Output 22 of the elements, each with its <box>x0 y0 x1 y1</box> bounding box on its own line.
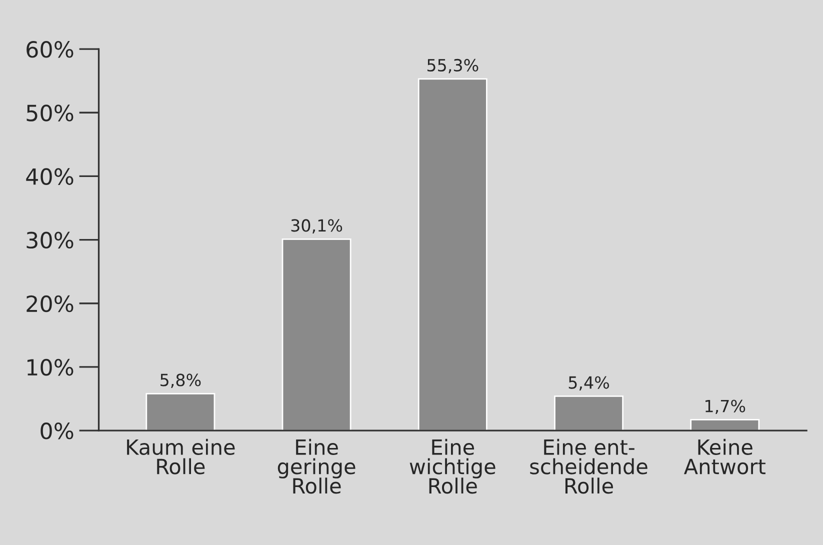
data-label: 5,4% <box>568 376 610 391</box>
y-tick-label: 60% <box>26 41 74 58</box>
y-tick-label: 30% <box>26 232 74 249</box>
data-label: 5,8% <box>160 374 201 388</box>
bar <box>690 419 760 431</box>
x-tick-label: Eine geringe Rolle <box>278 438 356 494</box>
y-tick-label: 20% <box>26 295 74 312</box>
x-tick-label: Eine ent- scheidende Rolle <box>530 438 648 494</box>
y-tick-label: 40% <box>26 168 74 185</box>
x-tick-label: Kaum eine Rolle <box>127 438 235 474</box>
bar <box>418 78 488 431</box>
bar <box>554 396 624 431</box>
y-tick-label: 50% <box>26 104 74 122</box>
x-tick-label: Keine Antwort <box>684 438 766 474</box>
x-tick-label: Eine wichtige Rolle <box>410 438 496 494</box>
data-label: 1,7% <box>706 400 746 414</box>
data-label: 55,3% <box>427 58 478 74</box>
data-label: 30,1% <box>291 219 342 234</box>
y-tick-label: 10% <box>28 358 74 376</box>
bar <box>282 238 352 431</box>
bar <box>146 392 216 431</box>
y-tick-label: 0% <box>40 422 74 440</box>
